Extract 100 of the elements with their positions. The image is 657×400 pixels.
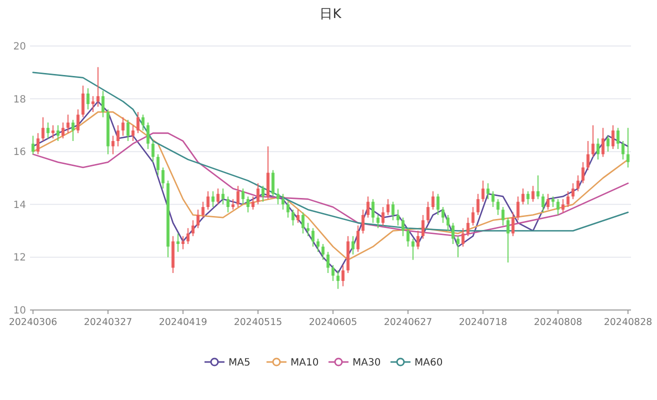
candlestick	[486, 182, 490, 200]
candlestick	[42, 116, 45, 142]
candlestick	[461, 228, 464, 248]
y-tick-label: 10	[13, 306, 26, 316]
candlestick	[136, 112, 140, 134]
candlestick	[211, 190, 214, 208]
candlestick	[101, 90, 104, 118]
y-tick-label: 18	[13, 94, 26, 106]
candlestick	[501, 206, 504, 226]
candlestick	[226, 196, 230, 213]
candlestick	[181, 236, 184, 250]
candlestick	[331, 264, 334, 282]
candlestick	[186, 228, 190, 244]
candlestick	[196, 209, 200, 229]
candlestick	[541, 193, 544, 213]
candlestick	[561, 198, 564, 213]
candlestick	[141, 114, 144, 131]
candlestick	[531, 185, 534, 202]
candlestick	[341, 264, 344, 287]
candlestick	[431, 190, 434, 210]
candlestick	[251, 196, 254, 210]
x-tick-label: 20240808	[534, 317, 582, 328]
candlestick	[456, 236, 460, 258]
candlestick	[146, 122, 150, 150]
candlestick	[576, 174, 580, 192]
candlestick	[52, 124, 55, 139]
candlestick	[401, 217, 404, 237]
candlestick	[216, 188, 220, 205]
candlestick	[506, 217, 510, 263]
candlestick	[161, 166, 164, 190]
candlestick	[271, 170, 274, 197]
candlestick	[221, 188, 224, 205]
candlestick	[321, 244, 324, 260]
candlestick	[416, 230, 420, 250]
candlestick	[236, 185, 240, 208]
candlestick	[496, 198, 500, 216]
candlestick	[446, 214, 450, 232]
candlestick	[156, 154, 160, 176]
candlestick	[611, 124, 614, 150]
candlestick	[451, 222, 454, 244]
candlestick	[116, 124, 120, 147]
candlestick	[176, 232, 180, 252]
candlestick	[361, 209, 364, 234]
candlestick	[391, 201, 394, 221]
candlestick	[481, 180, 484, 202]
candlestick	[356, 225, 360, 252]
candlestick	[261, 185, 264, 202]
candlestick	[396, 209, 400, 226]
candlestick	[86, 88, 90, 110]
candlestick	[466, 217, 470, 237]
candlestick	[32, 135, 35, 155]
candlestick	[586, 140, 590, 171]
candlestick	[296, 209, 300, 224]
candlestick	[441, 206, 444, 224]
candlestick	[376, 214, 380, 229]
candlestick	[606, 135, 610, 152]
candlestick	[371, 198, 374, 224]
candlestick	[56, 124, 60, 142]
candlestick	[566, 190, 570, 208]
y-tick-label: 14	[13, 200, 26, 211]
candlestick	[326, 251, 330, 274]
candlestick	[381, 206, 384, 226]
legend-label: MA60	[414, 358, 443, 368]
candlestick	[306, 222, 310, 237]
candlestick	[336, 270, 340, 290]
candlestick	[62, 122, 65, 139]
x-tick-label: 20240306	[8, 317, 58, 328]
candlestick	[96, 66, 100, 108]
candlestick	[281, 193, 284, 210]
candlestick	[206, 190, 210, 210]
candlestick	[521, 188, 524, 205]
candlestick	[126, 119, 130, 142]
candlestick	[276, 188, 280, 205]
y-tick-label: 12	[13, 252, 26, 264]
candlestick	[421, 214, 424, 240]
candlestick	[546, 193, 550, 210]
chart-title: 日K	[320, 7, 342, 22]
legend-label: MA30	[352, 358, 381, 368]
candlestick	[571, 182, 574, 200]
candlestick	[581, 162, 584, 184]
x-tick-label: 20240327	[84, 317, 132, 328]
candlestick	[151, 140, 154, 163]
candlestick	[536, 174, 540, 200]
candlestick	[201, 201, 204, 218]
candlestick	[76, 108, 80, 134]
candlestick	[301, 212, 304, 234]
candlestick	[46, 122, 50, 139]
candlestick	[556, 198, 560, 216]
candlestick	[411, 238, 414, 260]
candlestick	[111, 135, 114, 155]
candlestick	[426, 201, 430, 224]
x-tick-label: 20240515	[234, 317, 282, 328]
candlestick	[256, 182, 260, 205]
candlestick	[591, 124, 594, 158]
candlestick	[92, 96, 95, 112]
candlestick	[241, 188, 244, 205]
candlestick	[121, 116, 124, 136]
candlestick	[616, 127, 620, 150]
candlestick	[516, 196, 520, 221]
candlestick	[551, 196, 554, 208]
